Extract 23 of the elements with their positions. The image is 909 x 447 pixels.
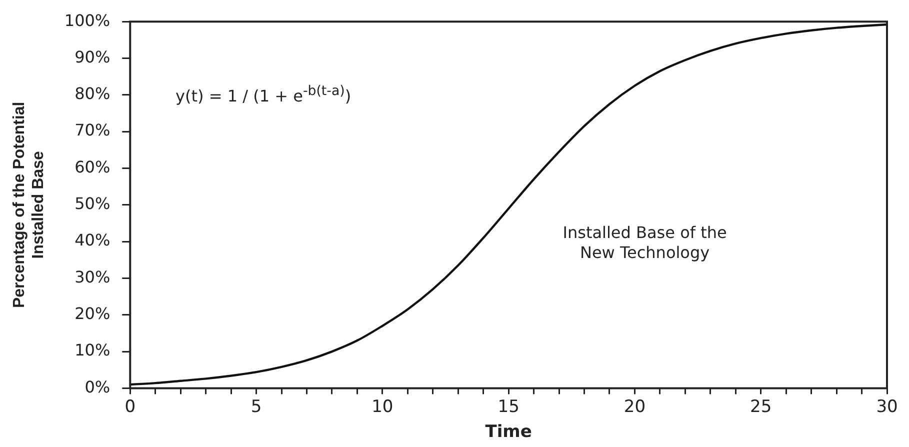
x-tick-label: 10 (372, 396, 394, 417)
x-tick-label: 20 (624, 396, 646, 417)
x-tick-label: 5 (250, 396, 262, 417)
annotation: y(t) = 1 / (1 + e$^{-b(t-a)}$) (176, 84, 352, 106)
y-tick-label: 10% (74, 340, 110, 360)
y-tick-label: 60% (74, 157, 110, 176)
x-axis-title: Time (485, 422, 532, 442)
y-axis-title: Percentage of the Potential Installed Base (11, 102, 48, 308)
x-tick-label: 0 (124, 396, 136, 417)
y-tick-label: 100% (64, 10, 110, 30)
x-tick-label: 25 (750, 396, 772, 417)
x-tick-label: 30 (876, 396, 898, 417)
y-tick-label: 0% (84, 377, 110, 396)
y-tick-label: 30% (74, 267, 110, 286)
y-tick-label: 90% (74, 47, 110, 66)
y-tick-label: 20% (74, 304, 110, 324)
x-tick-label: 15 (498, 396, 520, 417)
y-tick-label: 70% (74, 120, 110, 140)
y-tick-label: 40% (74, 230, 110, 250)
y-tick-label: 80% (74, 84, 110, 104)
line-series (130, 23, 887, 386)
annotation: Installed Base of the New Technology (562, 223, 727, 264)
y-tick-label: 50% (74, 194, 110, 214)
